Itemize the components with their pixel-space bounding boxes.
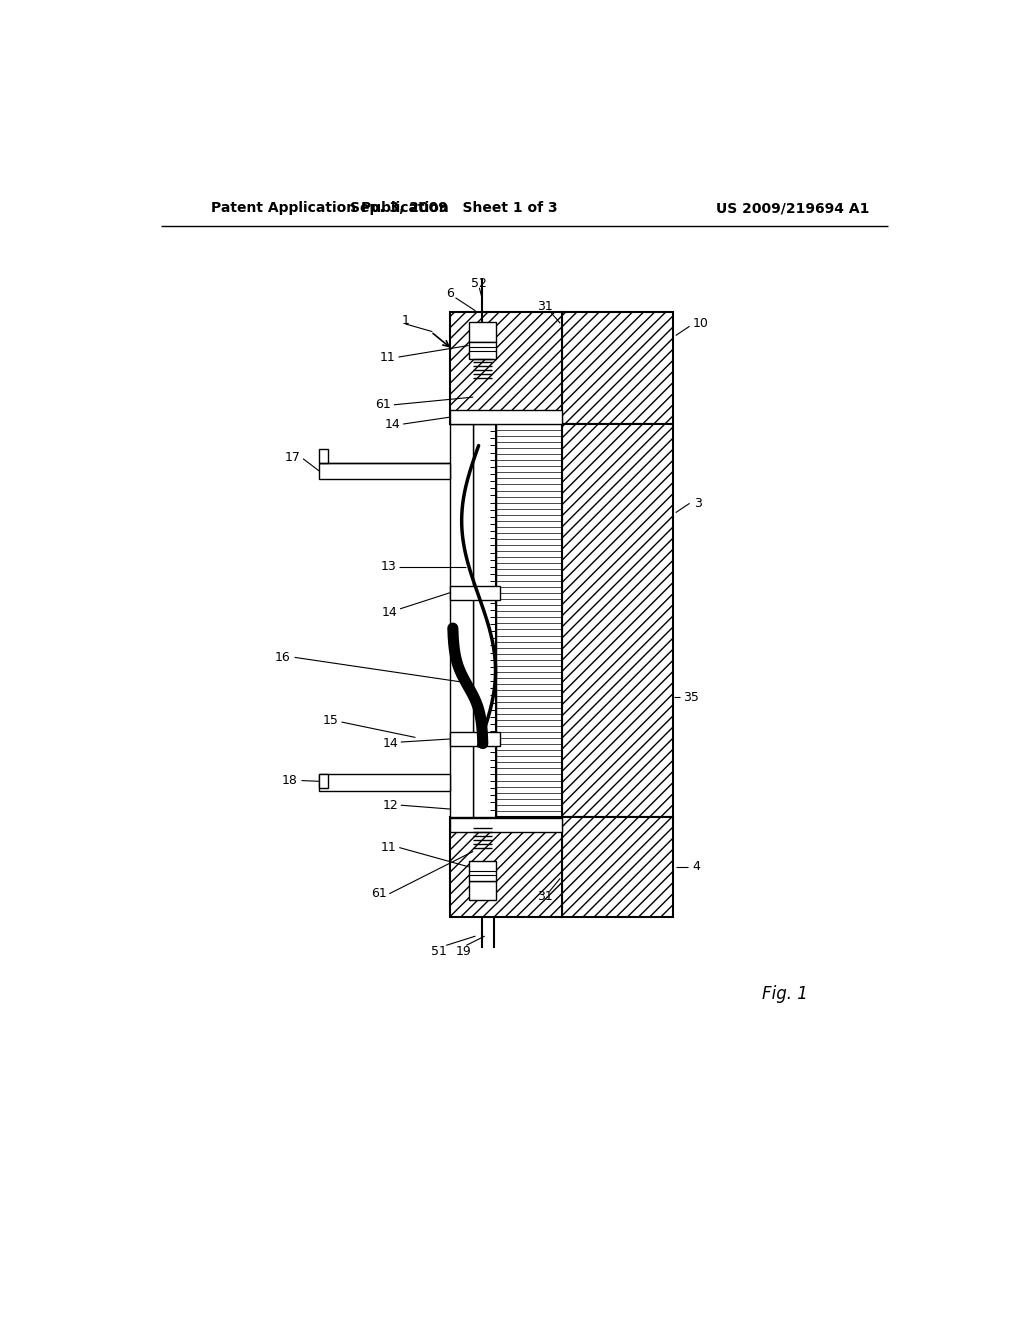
Bar (469, 322, 497, 342)
Text: 13: 13 (381, 560, 396, 573)
Text: 31: 31 (537, 300, 553, 313)
Bar (469, 862, 497, 880)
Text: 11: 11 (381, 841, 396, 854)
Bar (497, 424, 562, 817)
Bar (562, 817, 674, 917)
Text: 31: 31 (537, 890, 553, 903)
Text: 35: 35 (683, 690, 699, 704)
Text: 51: 51 (431, 945, 446, 958)
Bar (451, 818, 562, 832)
Text: 18: 18 (282, 774, 298, 787)
Bar (319, 775, 451, 791)
Bar (451, 586, 500, 599)
Text: US 2009/219694 A1: US 2009/219694 A1 (716, 202, 869, 215)
Text: Sep. 3, 2009   Sheet 1 of 3: Sep. 3, 2009 Sheet 1 of 3 (350, 202, 558, 215)
Text: 61: 61 (371, 887, 386, 900)
Bar (451, 733, 500, 746)
Text: 52: 52 (471, 277, 487, 289)
Bar (319, 449, 329, 462)
Text: 61: 61 (375, 399, 391, 412)
Bar (319, 462, 451, 479)
Text: 11: 11 (380, 351, 395, 363)
Text: 19: 19 (456, 945, 471, 958)
Text: 3: 3 (694, 496, 702, 510)
Bar (451, 817, 562, 917)
Text: 12: 12 (382, 799, 398, 812)
Bar (319, 775, 329, 788)
Bar (497, 424, 562, 817)
Text: Fig. 1: Fig. 1 (762, 985, 808, 1003)
Bar (473, 424, 497, 817)
Bar (562, 313, 674, 424)
Bar (451, 411, 562, 424)
Text: 14: 14 (384, 417, 400, 430)
Text: 6: 6 (446, 286, 454, 300)
Text: 14: 14 (381, 606, 397, 619)
Bar (469, 880, 497, 900)
Bar (562, 424, 674, 817)
Text: 16: 16 (275, 651, 291, 664)
Text: 15: 15 (323, 714, 339, 727)
Text: 4: 4 (692, 861, 700, 874)
Text: 1: 1 (401, 314, 410, 326)
Bar (451, 313, 562, 424)
Text: 10: 10 (692, 317, 709, 330)
Bar (469, 342, 497, 359)
Text: Patent Application Publication: Patent Application Publication (211, 202, 450, 215)
Bar (451, 424, 473, 817)
Text: 17: 17 (285, 450, 300, 463)
Text: 14: 14 (382, 737, 398, 750)
